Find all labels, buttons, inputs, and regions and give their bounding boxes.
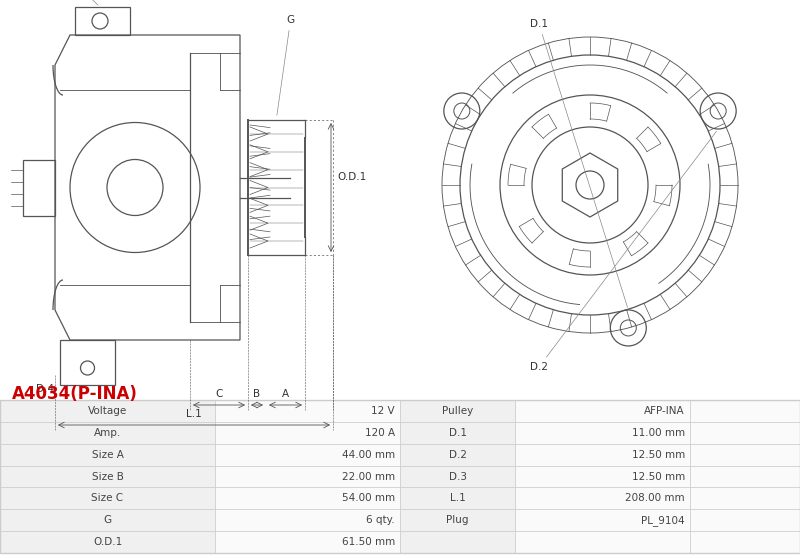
Text: AFP-INA: AFP-INA [644,406,685,416]
Bar [215,531,400,553]
Text: D.1: D.1 [530,19,627,307]
Bar [215,422,400,444]
Bar [515,488,690,509]
Bar [75,7,130,35]
Bar [0,465,215,488]
Text: 6 qty.: 6 qty. [366,515,395,525]
Text: Amp.: Amp. [94,428,121,438]
Text: G: G [277,15,294,116]
Text: 120 A: 120 A [365,428,395,438]
Bar [515,444,690,465]
Bar [23,160,55,215]
Text: Plug: Plug [446,515,469,525]
Text: Pulley: Pulley [442,406,473,416]
Bar [215,444,400,465]
Bar [0,422,215,444]
Bar [215,465,400,488]
Bar [400,422,515,444]
Text: 22.00 mm: 22.00 mm [342,472,395,482]
Bar [515,531,690,553]
Bar [690,488,800,509]
Text: 208.00 mm: 208.00 mm [626,493,685,503]
Bar [515,400,690,422]
Text: O.D.1: O.D.1 [337,172,366,182]
Bar [400,400,515,422]
Bar [690,444,800,465]
Bar [215,509,400,531]
Text: 61.50 mm: 61.50 mm [342,537,395,547]
Bar [690,509,800,531]
Bar [400,509,515,531]
Text: A4034(P-INA): A4034(P-INA) [12,385,138,403]
Text: D.4: D.4 [36,384,54,394]
Bar [515,509,690,531]
Text: D.3: D.3 [65,0,98,5]
Text: A: A [282,389,289,399]
Bar [0,531,215,553]
Bar [515,422,690,444]
Bar [400,488,515,509]
Bar [0,509,215,531]
Bar [690,422,800,444]
Bar [690,465,800,488]
Text: D.2: D.2 [530,131,717,372]
Text: D.1: D.1 [449,428,466,438]
Bar [0,400,800,553]
Text: Voltage: Voltage [88,406,127,416]
Text: 12.50 mm: 12.50 mm [632,472,685,482]
Text: L.1: L.1 [186,409,202,419]
Text: Size B: Size B [91,472,123,482]
Text: B: B [254,389,261,399]
Text: O.D.1: O.D.1 [93,537,122,547]
Bar [690,400,800,422]
Text: 44.00 mm: 44.00 mm [342,450,395,460]
Text: Size C: Size C [91,493,123,503]
Text: C: C [215,389,222,399]
Text: L.1: L.1 [450,493,466,503]
Bar [400,465,515,488]
Bar [400,531,515,553]
Text: 12 V: 12 V [371,406,395,416]
Text: Size A: Size A [91,450,123,460]
Bar [215,400,400,422]
Text: PL_9104: PL_9104 [642,515,685,526]
Bar [400,444,515,465]
Bar [0,488,215,509]
Text: D.2: D.2 [449,450,466,460]
Text: G: G [103,515,111,525]
Bar [0,400,215,422]
Bar [690,531,800,553]
Bar [215,488,400,509]
Text: D.3: D.3 [449,472,466,482]
Text: 54.00 mm: 54.00 mm [342,493,395,503]
Bar [0,444,215,465]
Text: 12.50 mm: 12.50 mm [632,450,685,460]
Bar [515,465,690,488]
Text: 11.00 mm: 11.00 mm [632,428,685,438]
